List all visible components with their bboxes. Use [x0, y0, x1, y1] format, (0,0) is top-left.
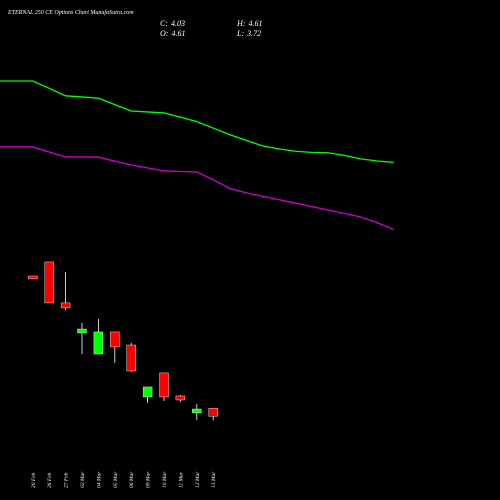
x-tick-label: 10 Mar: [162, 471, 168, 488]
readout-label: H:: [236, 19, 246, 28]
readout: O: 4.61: [160, 29, 185, 38]
x-tick-label: 12 Mar: [195, 471, 201, 488]
readout-value: 4.03: [171, 19, 185, 28]
candle-body: [110, 331, 120, 348]
readout: H: 4.61: [236, 19, 262, 28]
candle-body: [60, 302, 71, 309]
candle-body: [192, 408, 202, 414]
x-tick-label: 05 Mar: [113, 471, 119, 488]
x-tick-label: 26 Feb: [47, 472, 53, 488]
candle-body: [77, 328, 87, 334]
line-series: [0, 146, 394, 231]
readout-value: 4.61: [171, 29, 185, 38]
candle-body: [142, 386, 153, 398]
x-tick-label: 20 Feb: [31, 472, 37, 488]
candle-body: [93, 331, 104, 355]
x-tick-label: 02 Mar: [80, 471, 86, 488]
candle-body: [208, 407, 218, 417]
candle-body: [126, 344, 136, 372]
readout-value: 4.61: [248, 19, 262, 28]
readout: C: 4.03: [160, 19, 185, 28]
candle-body: [44, 261, 54, 304]
readout-value: 3.72: [246, 29, 261, 38]
readout-label: O:: [160, 29, 169, 38]
x-tick-label: 13 Mar: [211, 471, 217, 488]
readout-label: C:: [160, 19, 168, 28]
candle-body: [28, 275, 38, 280]
readout: L: 3.72: [236, 29, 261, 38]
line-series: [0, 80, 394, 164]
readout-label: L:: [236, 29, 244, 38]
candle-body: [159, 372, 169, 398]
x-tick-label: 11 Mar: [178, 471, 184, 488]
candle-body: [175, 395, 186, 401]
x-tick-label: 27 Feb: [64, 472, 70, 488]
x-tick-label: 06 Mar: [129, 471, 135, 488]
x-tick-label: 04 Mar: [95, 471, 102, 488]
x-tick-label: 09 Mar: [146, 471, 152, 488]
chart-title: ETERNAL 250 CE Options Chart MunafaSutra…: [7, 9, 134, 16]
